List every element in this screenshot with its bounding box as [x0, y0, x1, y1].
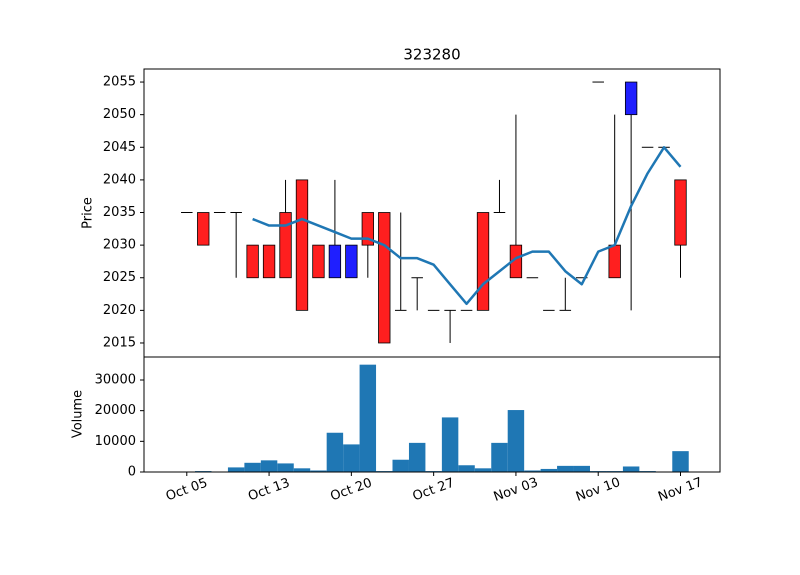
y-tick-label: 2035: [103, 205, 136, 220]
volume-bar: [359, 364, 377, 472]
x-tick-label: Oct 20: [329, 476, 375, 505]
candle-body: [279, 212, 292, 279]
candle-body: [345, 244, 358, 279]
candle-body: [624, 81, 638, 116]
moving-average-line: [252, 146, 682, 306]
volume-bar: [326, 432, 344, 472]
candle-body: [197, 212, 210, 246]
volume-bar: [524, 470, 541, 472]
volume-bar: [507, 410, 525, 472]
candle-body: [246, 244, 259, 279]
y-tick-label: 2015: [103, 335, 136, 350]
volume-bar: [672, 451, 689, 472]
volume-bar: [293, 468, 311, 472]
plot-frame: [143, 356, 721, 473]
candle-body: [328, 244, 342, 279]
chart-title: 323280: [403, 46, 460, 64]
volume-bar: [622, 466, 640, 472]
y-tick-label: 2030: [103, 238, 136, 253]
candle-body: [378, 212, 391, 344]
volume-bar: [310, 470, 327, 472]
candle-body: [361, 212, 374, 246]
volume-bar: [244, 462, 261, 472]
x-tick-label: Nov 03: [492, 475, 540, 505]
y-tick-label: 2040: [103, 172, 136, 187]
candle-body: [608, 244, 621, 279]
y-tick-label: 2025: [103, 270, 136, 285]
volume-bar: [491, 442, 508, 472]
y-tick-label: 10000: [95, 434, 136, 449]
volume-bar: [392, 459, 409, 472]
y-tick-label: 30000: [95, 373, 136, 388]
y-tick-label: 2050: [103, 107, 136, 122]
candle-body: [476, 212, 490, 311]
volume-bar: [474, 468, 492, 472]
volume-bar: [277, 463, 294, 472]
volume-bar: [343, 444, 360, 472]
y-axis-label: Volume: [71, 390, 86, 438]
y-tick-label: 2055: [103, 75, 136, 90]
volume-bar: [458, 465, 475, 472]
volume-bar: [573, 465, 590, 472]
x-tick-label: Nov 10: [574, 475, 622, 505]
x-tick-label: Oct 27: [411, 476, 457, 505]
x-tick-label: Nov 17: [656, 475, 704, 505]
x-tick-label: Oct 05: [164, 476, 210, 505]
volume-bar: [227, 467, 245, 472]
candle-body: [262, 244, 276, 279]
candle-body: [295, 179, 309, 311]
y-tick-label: 0: [128, 465, 136, 480]
volume-bar: [557, 465, 574, 472]
volume-bar: [540, 468, 558, 472]
candle-body: [312, 244, 325, 279]
y-axis-label: Price: [81, 197, 96, 229]
y-tick-label: 2045: [103, 140, 136, 155]
y-tick-label: 2020: [103, 303, 136, 318]
volume-bar: [408, 442, 426, 472]
volume-bar: [441, 417, 459, 472]
x-tick-label: Oct 13: [246, 476, 292, 505]
volume-bar: [260, 460, 278, 472]
y-tick-label: 20000: [95, 403, 136, 418]
candle-body: [674, 179, 687, 246]
